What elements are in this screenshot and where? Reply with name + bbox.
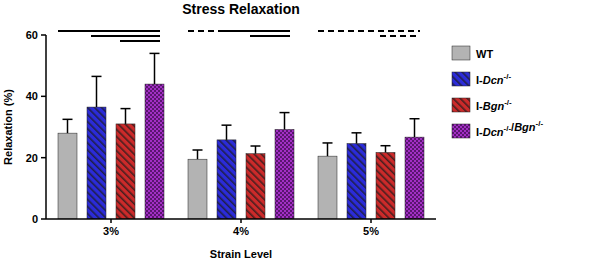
bar: [275, 129, 294, 219]
error-stem: [197, 150, 199, 159]
gene: Dcn: [483, 74, 504, 86]
error-cap: [193, 149, 203, 151]
error-stem: [385, 146, 387, 153]
bar: [246, 154, 265, 219]
error-cap: [352, 132, 362, 134]
legend-label: I-Dcn-/-: [476, 72, 511, 86]
gene: Bgn: [483, 100, 505, 112]
gene: Dcn: [483, 126, 504, 138]
bar: [405, 137, 424, 219]
superscript: -/-: [536, 119, 544, 128]
error-bar: [63, 119, 73, 133]
significance-line: [91, 35, 160, 37]
legend-swatch: [452, 98, 470, 112]
bar: [188, 159, 207, 219]
error-stem: [67, 119, 69, 133]
error-cap: [222, 124, 232, 126]
error-cap: [63, 119, 73, 121]
bar: [347, 144, 366, 219]
error-bar: [323, 143, 333, 156]
y-tick-label: 0: [32, 213, 38, 225]
chart: Stress Relaxation Strain Level Relaxation …: [0, 0, 600, 264]
bar: [145, 84, 164, 219]
error-bar: [381, 146, 391, 153]
significance-line: [221, 30, 290, 32]
error-stem: [414, 119, 416, 137]
bars: [58, 53, 424, 219]
error-bar: [193, 150, 203, 159]
legend-label: I-Bgn-/-: [476, 98, 512, 112]
error-stem: [96, 76, 98, 107]
error-stem: [226, 125, 228, 140]
superscript: -/-: [504, 72, 512, 81]
y-tick-label: 60: [26, 29, 38, 41]
error-cap: [150, 53, 160, 55]
x-tick-label: 5%: [363, 225, 379, 237]
legend-swatch: [452, 46, 470, 60]
y-tick: [41, 218, 46, 220]
x-tick: [370, 219, 372, 223]
error-bar: [121, 109, 131, 124]
error-stem: [327, 143, 329, 156]
y-tick: [41, 157, 46, 159]
legend-swatch: [452, 72, 470, 86]
bar: [58, 133, 77, 219]
gene: Bgn: [514, 121, 536, 133]
error-cap: [323, 142, 333, 144]
significance-line: [250, 35, 290, 37]
error-stem: [125, 109, 127, 124]
error-bar: [352, 133, 362, 144]
error-cap: [251, 145, 261, 147]
y-tick: [41, 34, 46, 36]
error-cap: [280, 112, 290, 114]
y-tick: [41, 96, 46, 98]
x-tick: [110, 219, 112, 223]
error-bar: [251, 146, 261, 154]
title: Stress Relaxation: [182, 1, 300, 17]
error-bar: [92, 76, 102, 107]
legend-swatch: [452, 124, 470, 138]
error-bar: [222, 125, 232, 140]
bar: [217, 140, 236, 219]
superscript: -/-: [504, 98, 512, 107]
y-axis: [45, 35, 47, 219]
significance-line: [318, 30, 420, 32]
x-tick-label: 4%: [233, 225, 249, 237]
bar: [318, 156, 337, 219]
error-cap: [381, 145, 391, 147]
significance-line: [120, 40, 160, 42]
legend-label: WT: [476, 48, 493, 60]
error-bar: [280, 113, 290, 130]
error-cap: [92, 76, 102, 78]
error-stem: [154, 53, 156, 84]
error-stem: [284, 113, 286, 130]
error-stem: [356, 133, 358, 144]
error-cap: [121, 108, 131, 110]
error-cap: [410, 118, 420, 120]
x-tick-label: 3%: [103, 225, 119, 237]
error-bar: [150, 53, 160, 84]
significance-line: [380, 35, 420, 37]
bar: [376, 152, 395, 219]
bar: [87, 107, 106, 219]
y-tick-label: 20: [26, 152, 38, 164]
legend-label: I-Dcn-/-/Bgn-/-: [476, 119, 543, 138]
y-label: Relaxation (%): [2, 89, 14, 165]
error-bar: [410, 119, 420, 137]
x-tick: [240, 219, 242, 223]
significance-line: [58, 30, 160, 32]
y-tick-label: 40: [26, 90, 38, 102]
bar: [116, 124, 135, 219]
x-label: Strain Level: [210, 248, 272, 260]
error-stem: [255, 146, 257, 154]
